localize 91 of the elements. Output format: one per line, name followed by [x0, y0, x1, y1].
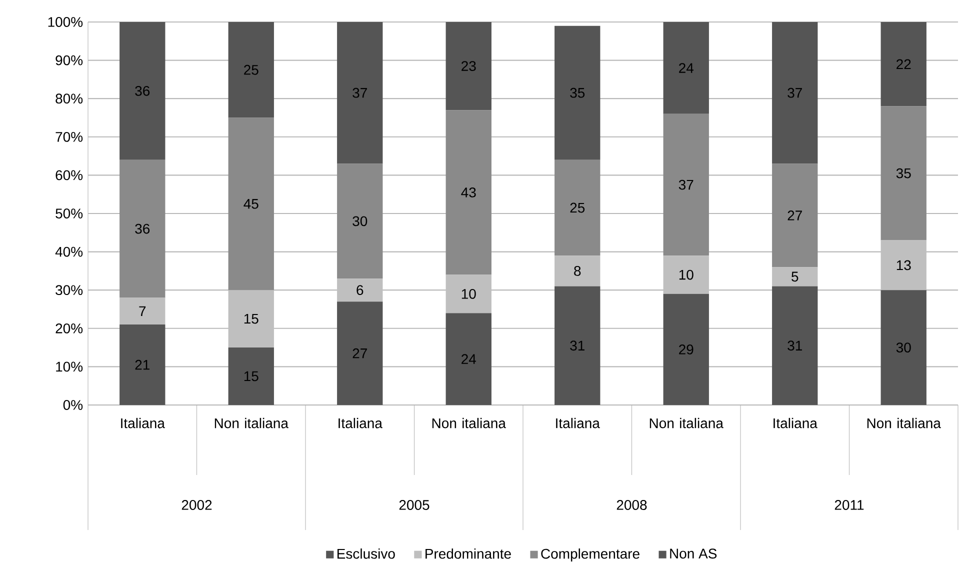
data-label: 37	[352, 88, 367, 98]
data-label: 6	[356, 285, 364, 296]
bar	[446, 22, 492, 110]
data-label: 15	[244, 314, 258, 324]
data-label: 36	[135, 86, 150, 96]
bar	[337, 164, 383, 279]
y-tick-label: 0%	[63, 400, 83, 410]
text: 2002	[182, 500, 212, 510]
data-label: 15	[244, 371, 258, 382]
bar	[120, 298, 166, 325]
data-label: 35	[570, 88, 585, 98]
data-label: 10	[679, 270, 694, 280]
bar	[663, 114, 709, 256]
bar	[880, 22, 926, 106]
bar	[446, 110, 492, 275]
x-tick-label: Non italiana	[432, 418, 506, 428]
data-label: 37	[788, 88, 802, 98]
y-tick-label: 90%	[56, 55, 83, 66]
data-label: 27	[352, 348, 367, 358]
bar	[228, 118, 274, 290]
data-label: 7	[139, 306, 146, 316]
x-tick-label: Non italiana	[214, 418, 288, 428]
bar	[772, 286, 818, 405]
y-tick-label: 70%	[56, 132, 83, 142]
text: 2011	[834, 500, 864, 510]
data-label: 30	[896, 342, 911, 352]
legend-label: Esclusivo	[337, 548, 395, 559]
data-label: 25	[244, 64, 258, 75]
bar	[663, 256, 709, 294]
bar	[772, 164, 818, 268]
y-tick-label: 50%	[56, 208, 83, 218]
data-label: 37	[678, 180, 694, 190]
data-label: 27	[788, 210, 802, 220]
data-label: 8	[574, 266, 581, 276]
data-label: 10	[462, 288, 476, 299]
data-label: 25	[570, 202, 585, 213]
x-tick-label: Non italiana	[867, 418, 941, 428]
bar	[446, 313, 492, 405]
data-label: 24	[462, 354, 476, 364]
data-label: 23	[462, 61, 476, 71]
legend-label: Complementare	[541, 548, 640, 562]
bar	[337, 278, 383, 302]
data-label: 5	[792, 272, 798, 282]
x-tick-label: Italiana	[774, 418, 818, 428]
y-tick-label: 100%	[48, 17, 83, 27]
legend-label: Non AS	[670, 548, 717, 559]
bar	[880, 106, 926, 240]
x-tick-label: Italiana	[338, 418, 382, 428]
data-label: 22	[896, 59, 911, 70]
y-tick-label: 80%	[56, 94, 83, 104]
x-tick-label: Italiana	[556, 418, 600, 428]
bar	[228, 290, 274, 348]
data-label: 45	[244, 199, 258, 209]
text: 2005	[399, 500, 430, 510]
data-label: 29	[679, 344, 694, 354]
bar	[228, 348, 274, 405]
data-label: 31	[570, 340, 584, 351]
data-label: 30	[352, 216, 368, 226]
y-tick-label: 10%	[56, 362, 83, 372]
x-tick-label: Non italiana	[650, 418, 724, 428]
bar	[772, 22, 818, 164]
bar	[120, 324, 166, 405]
bar	[337, 22, 383, 164]
bar	[554, 256, 600, 286]
bar	[228, 22, 274, 118]
data-label: 43	[461, 187, 476, 198]
bar	[880, 290, 926, 405]
bar	[337, 302, 383, 405]
text: 2008	[616, 500, 647, 510]
data-label: 36	[135, 224, 150, 234]
y-tick-label: 30%	[56, 285, 83, 296]
bar	[663, 22, 709, 114]
data-label: 31	[788, 340, 802, 351]
y-tick-label: 40%	[55, 246, 83, 257]
x-tick-label: Italiana	[121, 418, 165, 428]
data-label: 24	[679, 63, 694, 73]
bar	[554, 26, 600, 160]
bar	[554, 160, 600, 256]
bar	[120, 22, 166, 160]
legend-label: Predominante	[426, 548, 511, 559]
bar	[120, 160, 166, 298]
y-tick-label: 60%	[56, 170, 83, 180]
y-tick-label: 20%	[56, 323, 83, 334]
data-label: 35	[896, 168, 911, 178]
data-label: 13	[896, 260, 911, 270]
bar	[880, 240, 926, 290]
bar	[772, 267, 818, 286]
bar	[663, 294, 709, 405]
bar	[554, 286, 600, 405]
bar	[446, 274, 492, 314]
data-label: 21	[135, 360, 150, 370]
